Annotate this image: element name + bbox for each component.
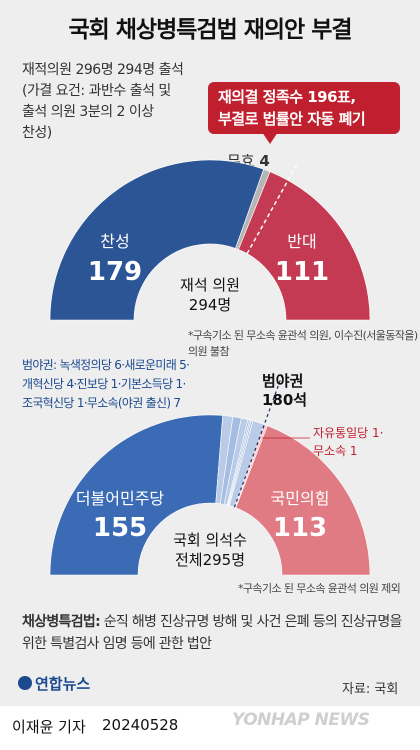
seat-center-value: 전체295명 — [175, 551, 245, 569]
bill-description: 채상병특검법: 순직 해병 진상규명 방해 및 사건 은폐 등의 진상규명을 위… — [22, 611, 402, 655]
invalid-label-value: 4 — [259, 152, 270, 170]
no-label: 반대 — [287, 232, 316, 251]
chart-canvas: 찬성 179 반대 111 재석 의원 294명 더불어민주당 155 국민의힘… — [49, 159, 371, 576]
yes-value: 179 — [88, 257, 142, 287]
byline-bar — [0, 706, 420, 750]
watermark-text: YONHAP NEWS — [232, 710, 370, 730]
bloc-name: 범야권 — [262, 372, 304, 390]
vote-result-chart: 찬성 179 반대 111 재석 의원 294명 — [49, 159, 371, 321]
opposition-line: 개혁신당 4·진보당 1·기본소득당 1· — [22, 377, 186, 391]
vote-info: 재적의원 296명 294명 출석 (가결 요건: 과반수 출석 및 출석 의원… — [22, 60, 184, 144]
callout-line: 재의결 정족수 196표, — [218, 88, 356, 106]
callout-line: 부결로 법률안 자동 폐기 — [218, 110, 366, 128]
callout-tail — [262, 132, 278, 144]
slice-1 — [49, 159, 265, 321]
slice-11 — [235, 425, 371, 576]
quorum-line — [246, 162, 299, 255]
vote-info-line: (가결 요건: 과반수 출석 및 — [22, 83, 171, 99]
ppp-side-parties: 자유통일당 1· 무소속 1 — [313, 424, 383, 460]
yes-label: 찬성 — [100, 232, 129, 251]
publish-date: 20240528 — [102, 716, 179, 734]
vote-info-line: 출석 의원 3분의 2 이상 — [22, 104, 154, 120]
vote-info-line: 재적의원 296명 294명 출석 — [22, 62, 184, 78]
opposition-bloc-label: 범야권 180석 — [262, 372, 307, 410]
dem-value: 155 — [93, 513, 147, 543]
seat-distribution-chart: 더불어민주당 155 국민의힘 113 국회 의석수 전체295명 — [49, 372, 371, 576]
slice-1 — [49, 414, 224, 576]
logo-text: 연합뉴스 — [35, 675, 91, 693]
yonhap-logo-icon — [18, 676, 32, 690]
vote-center-label: 재석 의원 — [180, 276, 240, 294]
excluded-note: *구속기소 된 무소속 윤관석 의원 제외 — [238, 582, 401, 595]
bloc-seats: 180석 — [262, 391, 308, 409]
bill-term: 채상병특검법: — [22, 614, 101, 630]
seat-center-label: 국회 의석수 — [173, 531, 247, 549]
no-value: 111 — [275, 257, 329, 287]
opposition-line: 범야권: 녹색정의당 6·새로운미래 5· — [22, 358, 190, 372]
ppp-label: 국민의힘 — [271, 489, 330, 508]
ppp-side-line: 자유통일당 1· — [313, 426, 384, 440]
absent-note: *구속기소 된 무소속 윤관석 의원, 이수진(서울동작을) 의원 불참 — [188, 329, 418, 358]
source-credit: 자료: 국회 — [342, 682, 399, 697]
ppp-value: 113 — [273, 513, 327, 543]
opposition-line: 조국혁신당 1·무소속(야권 출신) 7 — [22, 396, 181, 410]
opposition-breakdown: 범야권: 녹색정의당 6·새로운미래 5· 개혁신당 4·진보당 1·기본소득당… — [22, 356, 190, 413]
page-title: 국회 채상병특검법 재의안 부결 — [68, 17, 352, 43]
yonhap-logo: 연합뉴스 — [18, 673, 90, 694]
dem-label: 더불어민주당 — [76, 489, 165, 508]
vote-info-line: 찬성) — [22, 125, 52, 141]
reporter-name: 이재윤 기자 — [12, 718, 86, 736]
quorum-callout: 재의결 정족수 196표, 부결로 법률안 자동 폐기 — [208, 82, 400, 134]
vote-center-value: 294명 — [189, 296, 231, 314]
ppp-side-line: 무소속 1 — [313, 444, 358, 458]
bill-text: 순직 해병 진상규명 방해 및 사건 은폐 등의 진상규명을 위한 특별검사 임… — [22, 614, 402, 652]
